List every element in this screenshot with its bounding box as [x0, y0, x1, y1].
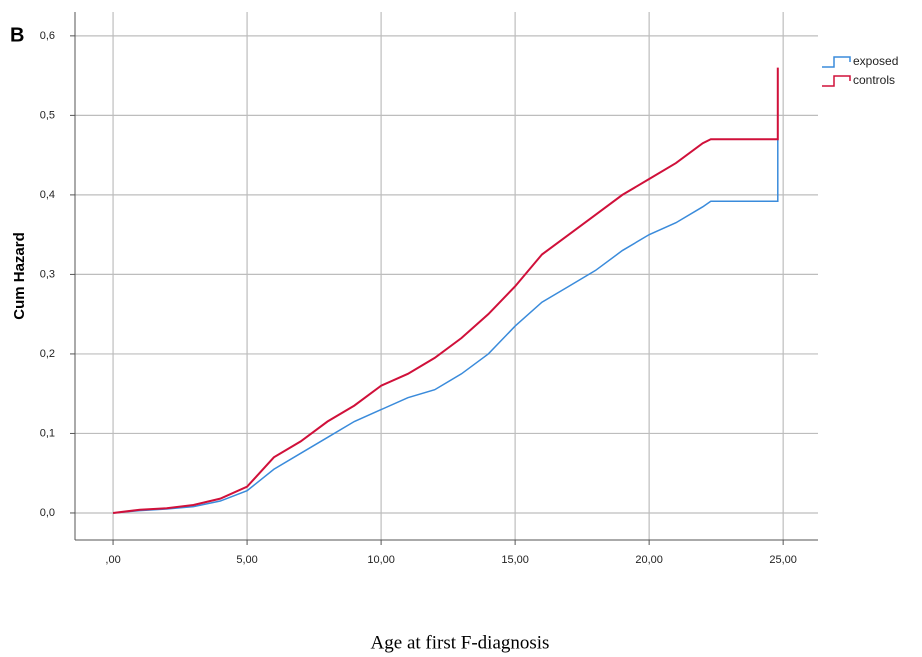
x-axis-label: Age at first F-diagnosis	[371, 632, 550, 653]
panel-label: B	[10, 24, 24, 46]
x-tick-label: 10,00	[367, 554, 395, 566]
y-axis-label: Cum Hazard	[11, 232, 28, 320]
series-line	[112, 67, 779, 514]
x-tick-label: 15,00	[501, 554, 529, 566]
y-tick-label: 0,4	[40, 189, 55, 201]
y-tick-label: 0,5	[40, 109, 55, 121]
legend-swatch	[822, 56, 851, 68]
x-tick-label: 20,00	[635, 554, 663, 566]
y-tick-label: 0,1	[40, 427, 55, 439]
x-tick-label: 5,00	[236, 554, 257, 566]
legend-swatch	[822, 75, 851, 87]
y-tick-label: 0,6	[40, 30, 55, 42]
y-tick-label: 0,0	[40, 507, 55, 519]
x-tick-label: 25,00	[769, 554, 797, 566]
legend-label: controls	[853, 73, 895, 87]
x-tick-label: ,00	[105, 554, 120, 566]
y-tick-label: 0,2	[40, 348, 55, 360]
legend-label: exposed	[853, 54, 898, 68]
series-line	[112, 139, 779, 514]
y-tick-label: 0,3	[40, 268, 55, 280]
